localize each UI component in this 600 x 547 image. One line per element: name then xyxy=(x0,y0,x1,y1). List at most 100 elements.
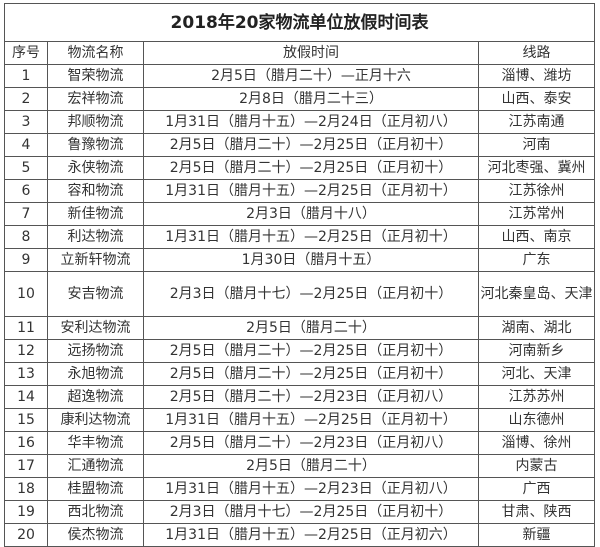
cell-route: 河北枣强、冀州 xyxy=(477,156,596,180)
holiday-table: 2018年20家物流单位放假时间表 序号 物流名称 放假时间 线路 1 智荣物流 2… xyxy=(3,3,596,547)
cell-route: 江苏常州 xyxy=(477,202,596,226)
cell-route: 山东德州 xyxy=(477,408,596,432)
cell-route: 广西 xyxy=(477,477,596,501)
cell-name: 利达物流 xyxy=(47,225,144,249)
cell-time: 1月31日（腊月十五）—2月25日（正月初十） xyxy=(143,179,479,203)
cell-name: 安利达物流 xyxy=(47,316,144,340)
cell-time: 2月5日（腊月二十） xyxy=(143,316,479,340)
table-row: 10 安吉物流 2月3日（腊月十七）—2月25日（正月初十） 河北秦皇岛、天津 xyxy=(4,271,596,317)
cell-no: 17 xyxy=(4,454,48,478)
cell-no: 8 xyxy=(4,225,48,249)
cell-route: 新疆 xyxy=(477,523,596,547)
cell-time: 2月3日（腊月十七）—2月25日（正月初十） xyxy=(143,500,479,524)
cell-time: 2月5日（腊月二十） xyxy=(143,454,479,478)
cell-route: 山西、南京 xyxy=(477,225,596,249)
cell-no: 2 xyxy=(4,87,48,111)
cell-time: 2月5日（腊月二十）—2月23日（正月初八） xyxy=(143,431,479,455)
cell-name: 邦顺物流 xyxy=(47,110,144,134)
cell-route: 河北、天津 xyxy=(477,362,596,386)
header-row: 序号 物流名称 放假时间 线路 xyxy=(4,41,596,65)
cell-no: 13 xyxy=(4,362,48,386)
cell-route: 广东 xyxy=(477,248,596,272)
cell-time: 2月3日（腊月十七）—2月25日（正月初十） xyxy=(143,271,479,317)
cell-no: 7 xyxy=(4,202,48,226)
cell-no: 12 xyxy=(4,339,48,363)
cell-name: 超逸物流 xyxy=(47,385,144,409)
header-no: 序号 xyxy=(4,41,48,65)
cell-time: 1月31日（腊月十五）—2月23日（正月初八） xyxy=(143,477,479,501)
table-row: 19 西北物流 2月3日（腊月十七）—2月25日（正月初十） 甘肃、陕西 xyxy=(4,500,596,524)
cell-no: 20 xyxy=(4,523,48,547)
cell-route: 山西、泰安 xyxy=(477,87,596,111)
cell-name: 桂盟物流 xyxy=(47,477,144,501)
cell-no: 10 xyxy=(4,271,48,317)
cell-time: 1月30日（腊月十五） xyxy=(143,248,479,272)
cell-no: 6 xyxy=(4,179,48,203)
header-name: 物流名称 xyxy=(47,41,144,65)
table-row: 7 新佳物流 2月3日（腊月十八） 江苏常州 xyxy=(4,202,596,226)
cell-name: 立新轩物流 xyxy=(47,248,144,272)
cell-no: 11 xyxy=(4,316,48,340)
cell-name: 新佳物流 xyxy=(47,202,144,226)
cell-route: 河南新乡 xyxy=(477,339,596,363)
cell-name: 西北物流 xyxy=(47,500,144,524)
table-row: 8 利达物流 1月31日（腊月十五）—2月25日（正月初十） 山西、南京 xyxy=(4,225,596,249)
cell-no: 4 xyxy=(4,133,48,157)
cell-route: 江苏徐州 xyxy=(477,179,596,203)
table-row: 20 侯杰物流 1月31日（腊月十五）—2月25日（正月初六） 新疆 xyxy=(4,523,596,547)
table-row: 1 智荣物流 2月5日（腊月二十）—正月十六 淄博、潍坊 xyxy=(4,64,596,88)
cell-route: 甘肃、陕西 xyxy=(477,500,596,524)
cell-route: 江苏苏州 xyxy=(477,385,596,409)
table-row: 16 华丰物流 2月5日（腊月二十）—2月23日（正月初八） 淄博、徐州 xyxy=(4,431,596,455)
cell-time: 2月5日（腊月二十）—2月25日（正月初十） xyxy=(143,156,479,180)
table-title: 2018年20家物流单位放假时间表 xyxy=(3,3,596,42)
table-row: 18 桂盟物流 1月31日（腊月十五）—2月23日（正月初八） 广西 xyxy=(4,477,596,501)
table-row: 6 容和物流 1月31日（腊月十五）—2月25日（正月初十） 江苏徐州 xyxy=(4,179,596,203)
cell-time: 2月5日（腊月二十）—正月十六 xyxy=(143,64,479,88)
cell-no: 9 xyxy=(4,248,48,272)
table-row: 3 邦顺物流 1月31日（腊月十五）—2月24日（正月初八） 江苏南通 xyxy=(4,110,596,134)
cell-no: 16 xyxy=(4,431,48,455)
header-route: 线路 xyxy=(477,41,596,65)
cell-name: 侯杰物流 xyxy=(47,523,144,547)
cell-no: 14 xyxy=(4,385,48,409)
cell-time: 1月31日（腊月十五）—2月25日（正月初十） xyxy=(143,408,479,432)
table-row: 15 康利达物流 1月31日（腊月十五）—2月25日（正月初十） 山东德州 xyxy=(4,408,596,432)
cell-name: 汇通物流 xyxy=(47,454,144,478)
cell-name: 智荣物流 xyxy=(47,64,144,88)
cell-no: 19 xyxy=(4,500,48,524)
cell-route: 淄博、徐州 xyxy=(477,431,596,455)
cell-route: 河南 xyxy=(477,133,596,157)
cell-no: 5 xyxy=(4,156,48,180)
cell-time: 1月31日（腊月十五）—2月25日（正月初六） xyxy=(143,523,479,547)
title-row: 2018年20家物流单位放假时间表 xyxy=(3,3,596,42)
table-row: 17 汇通物流 2月5日（腊月二十） 内蒙古 xyxy=(4,454,596,478)
cell-route: 河北秦皇岛、天津 xyxy=(477,271,596,317)
table-row: 9 立新轩物流 1月30日（腊月十五） 广东 xyxy=(4,248,596,272)
cell-name: 康利达物流 xyxy=(47,408,144,432)
cell-time: 2月3日（腊月十八） xyxy=(143,202,479,226)
cell-time: 2月5日（腊月二十）—2月25日（正月初十） xyxy=(143,362,479,386)
cell-route: 淄博、潍坊 xyxy=(477,64,596,88)
cell-time: 2月5日（腊月二十）—2月25日（正月初十） xyxy=(143,339,479,363)
cell-name: 容和物流 xyxy=(47,179,144,203)
cell-no: 3 xyxy=(4,110,48,134)
cell-time: 2月5日（腊月二十）—2月25日（正月初十） xyxy=(143,133,479,157)
cell-time: 2月8日（腊月二十三） xyxy=(143,87,479,111)
cell-name: 永侠物流 xyxy=(47,156,144,180)
cell-name: 安吉物流 xyxy=(47,271,144,317)
cell-no: 18 xyxy=(4,477,48,501)
cell-time: 2月5日（腊月二十）—2月23日（正月初八） xyxy=(143,385,479,409)
cell-name: 鲁豫物流 xyxy=(47,133,144,157)
cell-name: 远扬物流 xyxy=(47,339,144,363)
table-row: 13 永旭物流 2月5日（腊月二十）—2月25日（正月初十） 河北、天津 xyxy=(4,362,596,386)
table-row: 11 安利达物流 2月5日（腊月二十） 湖南、湖北 xyxy=(4,316,596,340)
cell-time: 1月31日（腊月十五）—2月24日（正月初八） xyxy=(143,110,479,134)
cell-route: 湖南、湖北 xyxy=(477,316,596,340)
cell-no: 1 xyxy=(4,64,48,88)
table-row: 2 宏祥物流 2月8日（腊月二十三） 山西、泰安 xyxy=(4,87,596,111)
table-row: 12 远扬物流 2月5日（腊月二十）—2月25日（正月初十） 河南新乡 xyxy=(4,339,596,363)
cell-name: 永旭物流 xyxy=(47,362,144,386)
table-row: 14 超逸物流 2月5日（腊月二十）—2月23日（正月初八） 江苏苏州 xyxy=(4,385,596,409)
table-row: 4 鲁豫物流 2月5日（腊月二十）—2月25日（正月初十） 河南 xyxy=(4,133,596,157)
